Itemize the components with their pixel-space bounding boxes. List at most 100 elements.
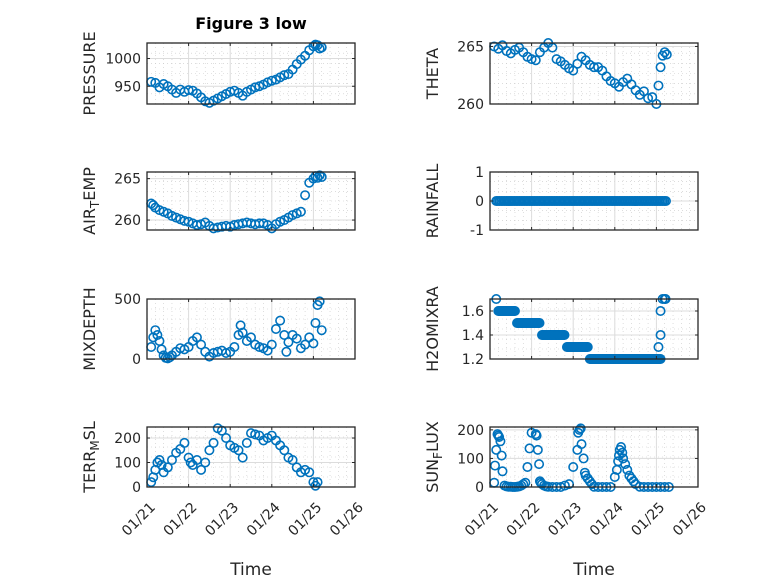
data-point [618,453,629,464]
data-point [661,49,672,60]
y-tick-label: 1 [475,165,484,181]
y-axis-label: SUNFLUX [423,421,445,493]
data-point [279,70,290,81]
data-point [152,329,163,340]
data-point [494,431,505,442]
data-point [622,464,633,475]
data-point [154,455,165,466]
data-point [620,459,631,470]
y-tick-label: 265 [457,39,484,55]
data-point [653,80,664,91]
data-point [643,93,654,104]
data-point [617,447,628,458]
data-point [156,344,167,355]
data-point [295,206,306,217]
data-point [518,479,529,490]
data-point [162,462,173,473]
data-point [310,317,321,328]
y-tick-label: 0 [475,194,484,210]
data-point [308,338,319,349]
data-point [526,54,537,65]
data-point [150,325,161,336]
data-point [559,329,570,340]
y-tick-label: 1.4 [462,328,484,344]
data-point [491,444,502,455]
data-point [655,329,666,340]
data-point [532,444,543,455]
y-tick-label: 0 [132,480,141,496]
x-axis-label: Time [572,560,615,580]
data-point [316,171,327,182]
data-point [586,479,597,490]
data-point [246,332,257,343]
axes-box [489,298,699,360]
data-point [221,347,232,358]
data-point [314,170,325,181]
y-tick-label: 1.2 [462,352,484,368]
data-point [237,452,248,463]
data-point [616,441,627,452]
y-tick-label: 265 [114,172,141,188]
y-axis-label: RAINFALL [423,164,442,239]
data-point [312,172,323,183]
data-point [179,437,190,448]
data-point [522,461,533,472]
data-point [208,437,219,448]
data-point [582,341,593,352]
data-point [575,423,586,434]
y-axis-label: PRESSURE [80,31,99,115]
y-tick-label: 260 [457,97,484,113]
data-point [534,459,545,470]
data-point [497,466,508,477]
data-point [628,476,639,487]
data-point [241,437,252,448]
y-tick-label: 500 [114,292,141,308]
axes-box [146,171,356,231]
data-point [221,433,232,444]
data-point [660,196,671,207]
data-point [287,455,298,466]
y-axis-label: H2OMIXRA [423,286,442,372]
axes-box [146,42,356,105]
data-point [283,337,294,348]
panel-h2omixra: 1.2 1.4 1.6 H2OMIXRA [423,286,699,372]
data-point [576,439,587,450]
data-point [196,464,207,475]
data-point [185,457,196,468]
y-tick-label: -1 [470,223,484,239]
data-point [233,445,244,456]
data-point [496,450,507,461]
data-point [534,317,545,328]
data-point [655,305,666,316]
data-point [270,323,281,334]
panel-theta: 260 265 THETA [423,37,699,113]
y-axis-label: TERRMSL [80,421,102,494]
data-point [164,352,175,363]
data-point [653,341,664,352]
panel-rainfall: -1 0 1 RAINFALL [423,164,699,239]
y-tick-label: 1.6 [462,304,484,320]
data-point [148,200,159,211]
data-point [495,436,506,447]
data-point [568,461,579,472]
data-point [196,339,207,350]
data-point [291,333,302,344]
data-point [275,315,286,326]
data-point [531,430,542,441]
axes-box [146,298,356,360]
y-tick-label: 260 [114,213,141,229]
data-point [279,445,290,456]
data-point [659,47,670,58]
data-point [655,62,666,73]
data-point [530,55,541,66]
y-tick-label: 100 [114,456,141,472]
data-point [574,424,585,435]
axes-box [489,426,699,488]
y-tick-label: 1000 [105,52,141,68]
panel-mixdepth: 0 500 MIXDEPTH [80,287,356,371]
y-axis-label: THETA [423,48,442,100]
data-point [588,62,599,73]
data-point [204,445,215,456]
data-point [509,305,520,316]
